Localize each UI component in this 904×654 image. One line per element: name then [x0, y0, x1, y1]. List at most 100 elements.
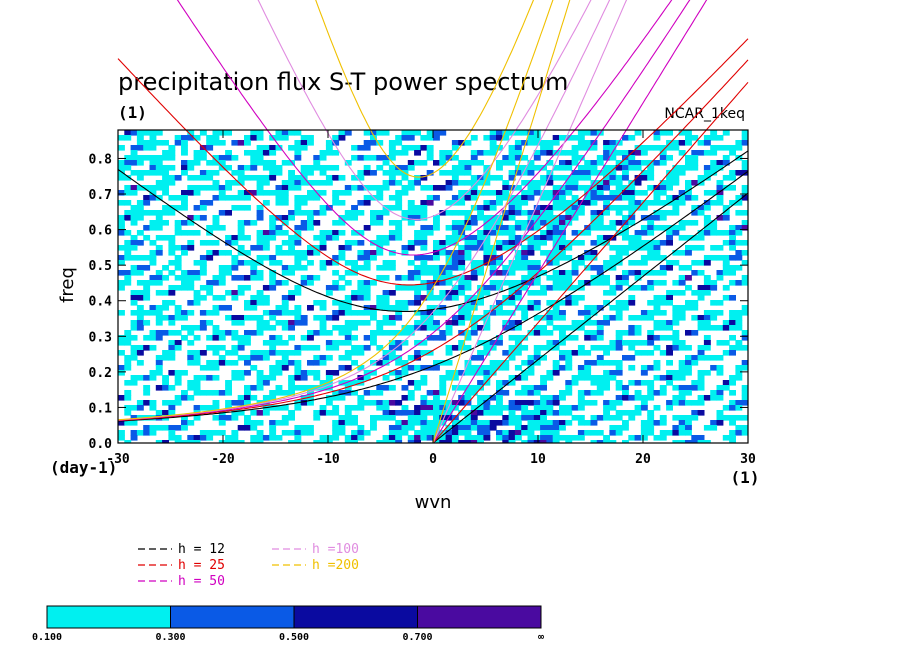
- contour-cell: [376, 305, 384, 311]
- contour-cell: [357, 310, 365, 316]
- contour-cell: [351, 260, 358, 266]
- contour-cell: [697, 285, 705, 291]
- contour-cell: [451, 225, 459, 231]
- contour-cell: [647, 240, 655, 246]
- contour-cell: [269, 275, 277, 281]
- contour-cell: [647, 220, 655, 226]
- contour-cell: [256, 135, 264, 141]
- contour-cell: [615, 365, 623, 371]
- contour-cell: [237, 180, 245, 186]
- contour-cell: [426, 150, 434, 156]
- contour-cell: [640, 350, 648, 356]
- contour-cell: [470, 190, 478, 196]
- contour-cell: [281, 420, 289, 426]
- contour-cell: [527, 240, 535, 246]
- contour-cell: [344, 325, 352, 331]
- contour-cell: [577, 280, 585, 286]
- contour-cell: [193, 135, 201, 141]
- contour-cell: [288, 265, 295, 271]
- contour-cell: [634, 130, 642, 136]
- contour-cell: [414, 435, 421, 441]
- contour-cell: [149, 375, 157, 381]
- contour-cell: [634, 180, 642, 186]
- contour-cell: [640, 425, 648, 431]
- contour-cell: [678, 250, 686, 256]
- contour-cell: [143, 155, 151, 161]
- contour-cell: [458, 310, 466, 316]
- contour-cell: [672, 305, 680, 311]
- y-tick-label: 0.7: [89, 188, 112, 203]
- contour-cell: [590, 265, 598, 271]
- contour-cell: [256, 290, 264, 296]
- contour-cell: [124, 240, 132, 246]
- contour-cell: [388, 230, 396, 236]
- contour-cell: [622, 150, 629, 156]
- contour-cell: [307, 140, 314, 146]
- contour-cell: [678, 420, 686, 426]
- contour-cell: [388, 195, 396, 201]
- contour-cell: [269, 150, 277, 156]
- contour-cell: [426, 405, 434, 411]
- contour-cell: [281, 365, 289, 371]
- y-tick-label: 0.3: [89, 330, 112, 345]
- contour-cell: [206, 240, 214, 246]
- contour-cell: [552, 440, 560, 443]
- contour-cell: [615, 175, 623, 181]
- contour-cell: [370, 220, 377, 226]
- contour-cell: [451, 275, 459, 281]
- contour-cell: [603, 155, 610, 161]
- contour-cell: [338, 420, 346, 426]
- contour-cell: [155, 320, 163, 326]
- contour-cell: [420, 315, 428, 321]
- contour-cell: [521, 425, 529, 431]
- contour-cell: [710, 325, 718, 331]
- contour-cell: [659, 215, 667, 221]
- contour-cell: [659, 190, 667, 196]
- contour-cell: [401, 385, 409, 391]
- contour-cell: [149, 255, 157, 261]
- contour-cell: [162, 305, 169, 311]
- contour-cell: [521, 235, 529, 241]
- contour-cell: [426, 310, 434, 316]
- contour-cell: [420, 205, 428, 211]
- contour-cell: [458, 400, 466, 406]
- contour-cell: [181, 205, 188, 211]
- contour-cell: [307, 370, 314, 376]
- contour-cell: [678, 395, 686, 401]
- contour-cell: [445, 225, 453, 231]
- contour-cell: [225, 235, 232, 241]
- contour-cell: [338, 395, 346, 401]
- contour-cell: [307, 135, 314, 141]
- contour-cell: [288, 325, 295, 331]
- contour-cell: [136, 215, 144, 221]
- contour-cell: [199, 430, 207, 436]
- contour-cell: [451, 255, 459, 261]
- contour-cell: [218, 360, 226, 366]
- contour-cell: [546, 150, 554, 156]
- contour-cell: [514, 150, 522, 156]
- contour-cell: [464, 140, 472, 146]
- contour-cell: [281, 160, 289, 166]
- contour-cell: [338, 220, 346, 226]
- contour-cell: [571, 265, 579, 271]
- contour-cell: [735, 155, 743, 161]
- contour-cell: [634, 380, 642, 386]
- contour-cell: [155, 440, 163, 443]
- contour-cell: [294, 425, 302, 431]
- contour-cell: [319, 265, 327, 271]
- contour-cell: [407, 395, 415, 401]
- contour-cell: [294, 440, 302, 443]
- contour-cell: [332, 195, 340, 201]
- contour-cell: [212, 185, 220, 191]
- contour-cell: [256, 155, 264, 161]
- contour-cell: [281, 215, 289, 221]
- contour-cell: [445, 170, 453, 176]
- contour-cell: [325, 285, 333, 291]
- contour-cell: [250, 150, 258, 156]
- contour-cell: [483, 230, 491, 236]
- contour-cell: [470, 385, 478, 391]
- contour-cell: [433, 310, 440, 316]
- contour-cell: [407, 300, 415, 306]
- contour-cell: [187, 360, 195, 366]
- contour-cell: [136, 255, 144, 261]
